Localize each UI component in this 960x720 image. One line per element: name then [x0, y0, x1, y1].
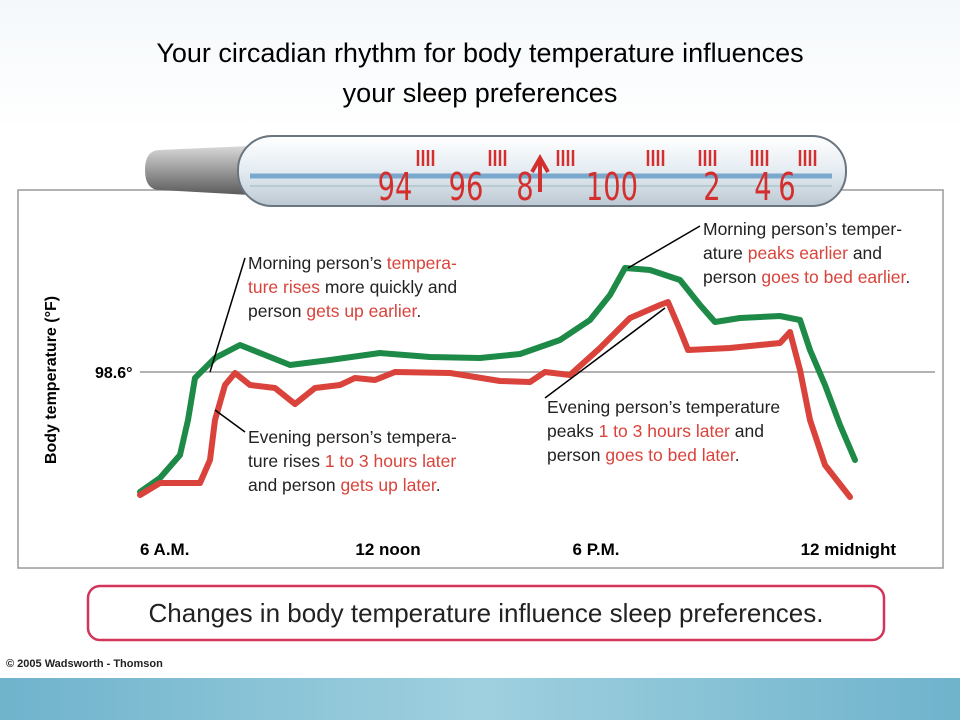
annotation-segment: person [547, 445, 605, 465]
annotation-segment: goes to bed earlier [761, 267, 906, 287]
annotation-line: Morning person’s tempera- [248, 253, 457, 273]
annotation-segment: person [248, 301, 306, 321]
copyright: © 2005 Wadsworth - Thomson [6, 658, 163, 670]
normal-arrow [530, 153, 550, 192]
thermometer-number: 96 [449, 166, 484, 210]
annotation-segment: peaks earlier [748, 243, 848, 263]
footer-band [0, 678, 960, 720]
annotation-segment: person [703, 267, 761, 287]
caption-box [86, 584, 886, 642]
annotation-line: person goes to bed later. [547, 445, 740, 465]
x-label: 12 noon [355, 540, 420, 559]
y-axis-label: Body temperature (°F) [43, 296, 60, 464]
thermometer-number: 4 [754, 166, 771, 210]
annotation-segment: goes to bed later [605, 445, 736, 465]
annotation-line: person goes to bed earlier. [703, 267, 910, 287]
morning-curve [137, 265, 858, 495]
annotation-segment: and [848, 243, 882, 263]
title-line: Your circadian rhythm for body temperatu… [156, 38, 803, 68]
reference-label: 98.6° [95, 365, 133, 382]
annotation-line: Evening person’s temperature [547, 397, 780, 417]
annotation-line: ture rises more quickly and [248, 277, 457, 297]
thermometer [145, 135, 847, 207]
annotation-segment: 1 to 3 hours later [325, 451, 456, 471]
annotation-segment: ture rises [248, 277, 320, 297]
annotation-segment: tempera- [387, 253, 457, 273]
title-line: your sleep preferences [343, 78, 618, 108]
annotation-segment: . [735, 445, 740, 465]
annotation-segment: and [730, 421, 764, 441]
thermometer-number: 2 [703, 166, 720, 210]
annotation-line: person gets up earlier. [248, 301, 421, 321]
annotation-segment: gets up earlier [306, 301, 417, 321]
annotation-line: Evening person’s tempera- [248, 427, 457, 447]
annotation-segment: ture rises [248, 451, 325, 471]
annotation-line: Morning person’s temper- [703, 219, 902, 239]
annotation-segment: more quickly and [320, 277, 457, 297]
thermometer-number: 8 [516, 166, 533, 210]
pointer [544, 307, 666, 399]
annotation-segment: . [905, 267, 910, 287]
thermometer-number: 94 [378, 166, 413, 210]
annotation-segment: . [416, 301, 421, 321]
thermometer-number: 100 [586, 166, 638, 210]
caption: Changes in body temperature influence sl… [149, 598, 824, 628]
pointer [214, 409, 246, 433]
annotation-segment: . [436, 475, 441, 495]
x-label: 6 A.M. [140, 540, 189, 559]
annotation-segment: Evening person’s tempera- [248, 427, 457, 447]
annotation-line: ture rises 1 to 3 hours later [248, 451, 456, 471]
annotation-line: ature peaks earlier and [703, 243, 882, 263]
annotation-segment: Morning person’s [248, 253, 387, 273]
annotation-segment: and person [248, 475, 340, 495]
thermometer-cap [145, 146, 250, 195]
annotation-segment: 1 to 3 hours later [599, 421, 730, 441]
title-area [0, 0, 960, 130]
evening-curve [137, 299, 853, 500]
pointer [209, 257, 246, 373]
thermometer-number: 6 [778, 166, 795, 210]
annotation-segment: Morning person’s temper- [703, 219, 902, 239]
annotation-segment: peaks [547, 421, 599, 441]
pointer [627, 225, 701, 269]
x-label: 6 P.M. [573, 540, 620, 559]
annotation-line: peaks 1 to 3 hours later and [547, 421, 764, 441]
annotation-segment: gets up later [340, 475, 436, 495]
x-label: 12 midnight [801, 540, 897, 559]
annotation-line: and person gets up later. [248, 475, 441, 495]
annotation-segment: ature [703, 243, 748, 263]
annotation-segment: Evening person’s temperature [547, 397, 780, 417]
